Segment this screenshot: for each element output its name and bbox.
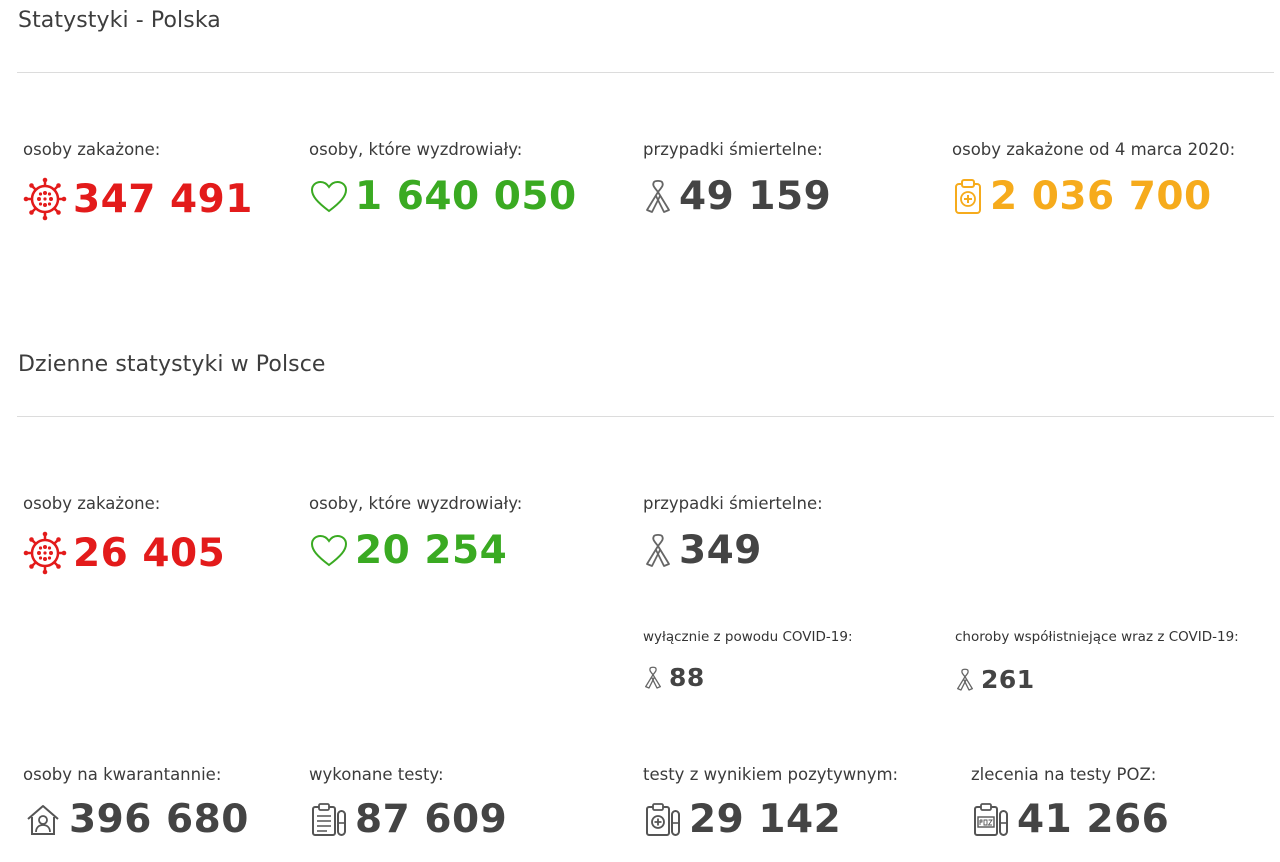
section-divider <box>17 416 1274 417</box>
stat-label: osoby, które wyzdrowiały: <box>309 494 523 513</box>
stat-deaths-total: przypadki śmiertelne: 49 159 <box>643 140 831 216</box>
stat-label: osoby na kwarantannie: <box>23 765 222 784</box>
ribbon-icon <box>643 179 673 215</box>
stat-label: wykonane testy: <box>309 765 444 784</box>
stat-label: osoby, które wyzdrowiały: <box>309 140 523 159</box>
stat-value: 261 <box>981 665 1035 694</box>
stat-value: 49 159 <box>679 174 832 219</box>
stat-tests-done: wykonane testy: 87 609 <box>309 765 507 839</box>
stat-value: 20 254 <box>355 528 508 573</box>
virus-icon <box>23 177 67 221</box>
section-divider <box>17 72 1274 73</box>
test-clipboard-icon <box>309 801 349 839</box>
stat-poz-orders: zlecenia na testy POZ: 41 266 <box>971 765 1169 839</box>
stat-label: wyłącznie z powodu COVID-19: <box>643 629 853 645</box>
heart-icon <box>309 179 349 215</box>
ribbon-icon <box>955 668 975 692</box>
stat-label: choroby współistniejące wraz z COVID-19: <box>955 629 1239 645</box>
stat-label: osoby zakażone: <box>23 494 161 513</box>
stat-value: 1 640 050 <box>355 174 577 219</box>
stat-label: przypadki śmiertelne: <box>643 494 823 513</box>
stat-value: 347 491 <box>73 176 253 222</box>
stat-label: osoby zakażone: <box>23 140 161 159</box>
stat-quarantine: osoby na kwarantannie: 396 680 <box>23 765 249 839</box>
virus-icon <box>23 531 67 575</box>
stat-recovered-daily: osoby, które wyzdrowiały: 20 254 <box>309 494 522 570</box>
stat-label: osoby zakażone od 4 marca 2020: <box>952 140 1236 159</box>
stat-value: 88 <box>669 663 705 692</box>
stat-value: 41 266 <box>1017 797 1170 842</box>
stat-deaths-comorbid: choroby współistniejące wraz z COVID-19:… <box>955 629 1239 692</box>
stat-value: 26 405 <box>73 530 226 576</box>
stat-value: 29 142 <box>689 797 842 842</box>
stat-value: 349 <box>679 528 762 573</box>
stat-value: 396 680 <box>69 797 249 842</box>
poz-test-icon <box>971 801 1011 839</box>
stat-infected-daily: osoby zakażone: 26 405 <box>23 494 225 575</box>
clipboard-plus-icon <box>952 178 984 216</box>
stat-deaths-covid-only: wyłącznie z powodu COVID-19: 88 <box>643 629 853 690</box>
stat-value: 2 036 700 <box>990 174 1212 219</box>
stat-infected-since-march: osoby zakażone od 4 marca 2020: 2 036 70… <box>952 140 1235 216</box>
house-person-icon <box>23 801 63 839</box>
stat-value: 87 609 <box>355 797 508 842</box>
stat-label: testy z wynikiem pozytywnym: <box>643 765 899 784</box>
stat-label: zlecenia na testy POZ: <box>971 765 1157 784</box>
ribbon-icon <box>643 533 673 569</box>
stat-recovered-total: osoby, które wyzdrowiały: 1 640 050 <box>309 140 577 216</box>
section-title-daily: Dzienne statystyki w Polsce <box>18 352 326 377</box>
positive-test-icon <box>643 801 683 839</box>
stat-label: przypadki śmiertelne: <box>643 140 823 159</box>
heart-icon <box>309 533 349 569</box>
stat-deaths-daily: przypadki śmiertelne: 349 <box>643 494 823 570</box>
ribbon-icon <box>643 666 663 690</box>
stat-infected-total: osoby zakażone: 347 491 <box>23 140 253 221</box>
stat-positive-tests: testy z wynikiem pozytywnym: 29 142 <box>643 765 898 839</box>
section-title-poland: Statystyki - Polska <box>18 8 221 33</box>
